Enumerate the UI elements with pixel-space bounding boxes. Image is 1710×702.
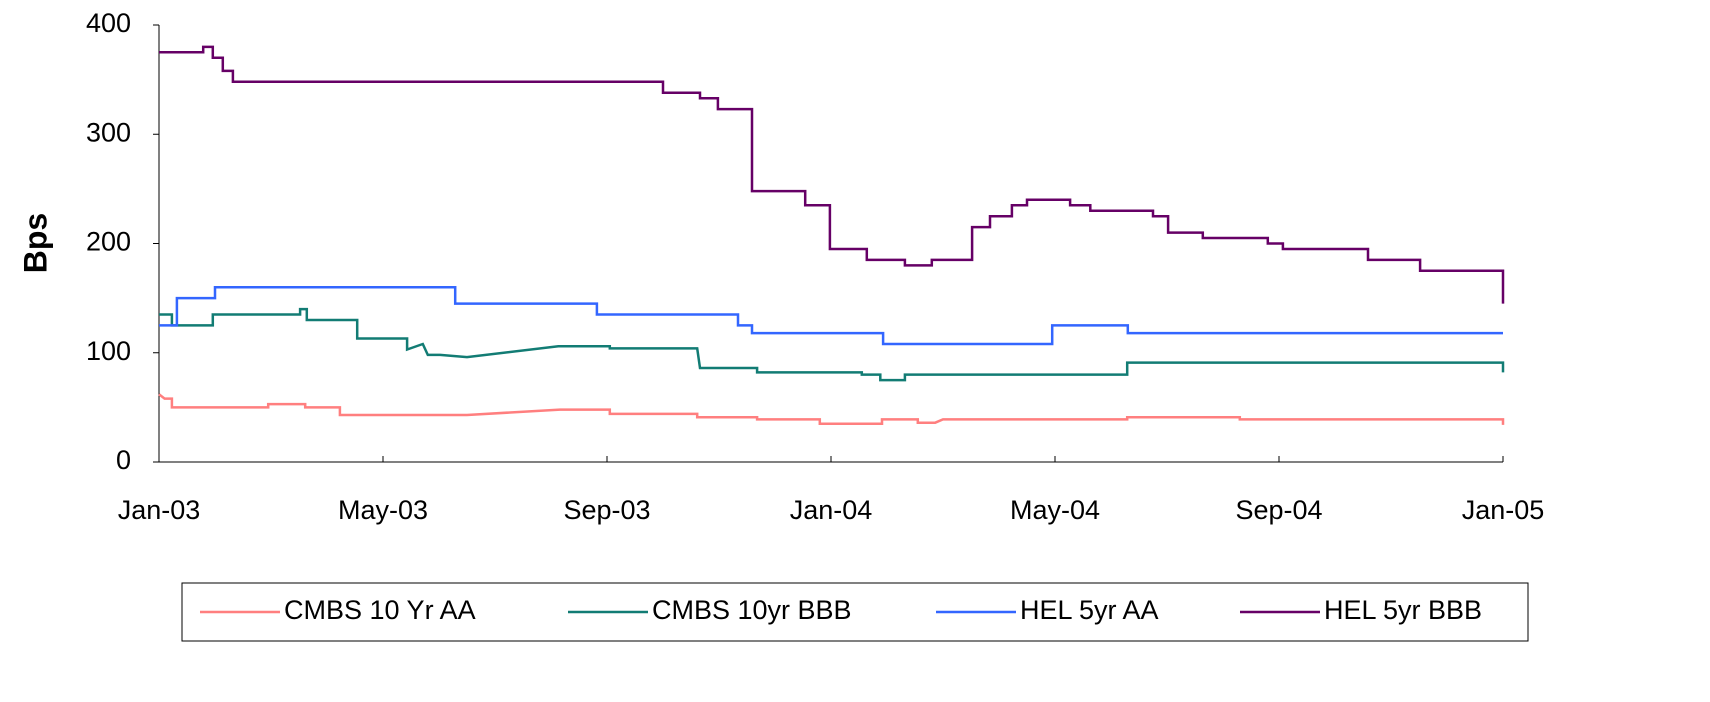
series-line [159, 307, 1505, 382]
legend-box [181, 582, 1529, 642]
legend-label: HEL 5yr BBB [1324, 595, 1482, 625]
y-tick-label: 400 [86, 8, 131, 38]
x-tick-label: Sep-04 [1235, 495, 1322, 525]
y-tick-label: 100 [86, 336, 131, 366]
y-tick-label: 0 [116, 445, 131, 475]
x-tick-label: Sep-03 [563, 495, 650, 525]
x-tick-label: May-04 [1010, 495, 1100, 525]
y-axis-label: Bps [17, 213, 53, 273]
series-line [159, 285, 1503, 346]
legend-label: HEL 5yr AA [1020, 595, 1159, 625]
x-tick-label: Jan-05 [1462, 495, 1545, 525]
x-tick-label: May-03 [338, 495, 428, 525]
x-tick-label: Jan-04 [790, 495, 873, 525]
series-line [158, 393, 1505, 426]
legend-label: CMBS 10yr BBB [652, 595, 852, 625]
legend-label: CMBS 10 Yr AA [284, 595, 476, 625]
series-line [159, 45, 1505, 304]
y-tick-label: 200 [86, 227, 131, 257]
x-tick-label: Jan-03 [118, 495, 201, 525]
y-tick-label: 300 [86, 117, 131, 147]
